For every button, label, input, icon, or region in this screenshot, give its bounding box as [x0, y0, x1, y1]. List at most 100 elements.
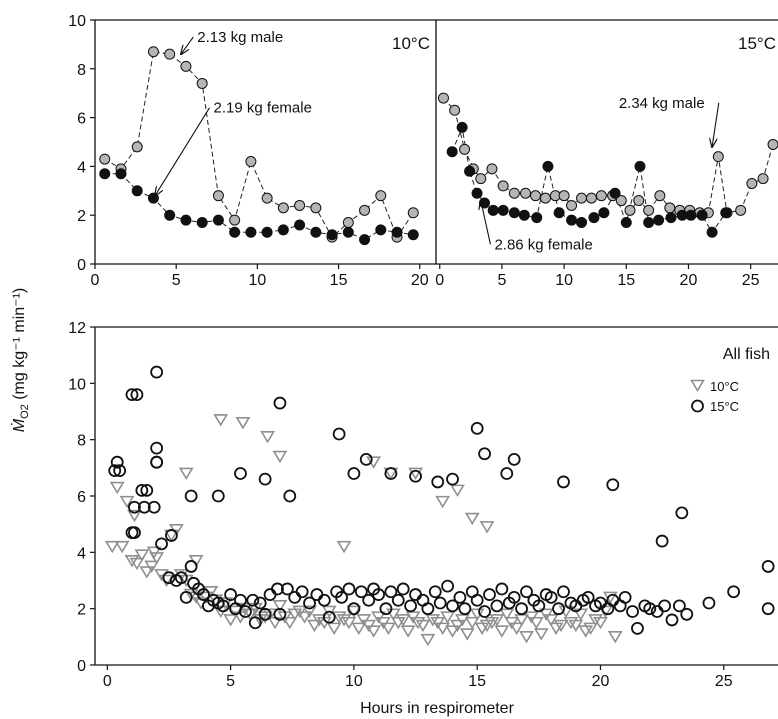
circle-point-15c — [703, 598, 714, 609]
triangle-point-10c — [262, 432, 274, 442]
circle-point-15c — [274, 398, 285, 409]
y-tick-label: 10 — [68, 376, 86, 393]
data-point-black — [721, 208, 731, 218]
data-point-gray — [768, 139, 778, 149]
circle-point-15c — [676, 507, 687, 518]
data-point-black — [343, 227, 353, 237]
data-point-black — [621, 218, 631, 228]
x-tick-label: 10 — [555, 272, 573, 289]
y-tick-label: 4 — [77, 545, 86, 562]
circle-point-15c — [516, 603, 527, 614]
data-point-gray — [376, 191, 386, 201]
circle-point-15c — [430, 586, 441, 597]
data-point-black — [567, 215, 577, 225]
y-axis-label-units: (mg kg⁻¹ min⁻¹) — [11, 288, 28, 404]
triangle-point-10c — [481, 522, 493, 532]
circle-point-15c — [422, 603, 433, 614]
circle-point-15c — [284, 491, 295, 502]
circle-point-15c — [484, 589, 495, 600]
circle-point-15c — [186, 491, 197, 502]
circle-point-15c — [553, 603, 564, 614]
y-axis-label-symbol: Ṁ — [9, 418, 28, 432]
y-tick-label: 6 — [77, 489, 86, 506]
data-point-black — [148, 193, 158, 203]
data-point-black — [697, 210, 707, 220]
panel-all-fish: All fish 10°C 15°C 0 5 10 15 20 25024681012 — [68, 320, 778, 690]
data-point-black — [262, 227, 272, 237]
triangle-point-10c — [141, 567, 153, 577]
panel-label-all-fish: All fish — [723, 346, 770, 363]
triangle-point-10c — [461, 629, 473, 639]
x-tick-label: 15 — [617, 272, 635, 289]
triangle-point-10c — [338, 542, 350, 552]
data-point-black — [392, 227, 402, 237]
circle-point-15c — [728, 586, 739, 597]
y-tick-label: 0 — [77, 257, 86, 274]
panel-10c-top: 10°C 0 5 10 15 2002468102.13 kg male2.19 kg … — [68, 13, 436, 289]
data-point-gray — [230, 215, 240, 225]
data-point-black — [707, 227, 717, 237]
data-point-gray — [596, 191, 606, 201]
triangle-point-10c — [520, 632, 532, 642]
circle-point-15c — [405, 600, 416, 611]
x-tick-label: 20 — [680, 272, 698, 289]
circle-point-15c — [398, 583, 409, 594]
circle-point-15c — [151, 443, 162, 454]
data-point-gray — [213, 191, 223, 201]
circle-point-15c — [657, 536, 668, 547]
circle-point-15c — [186, 561, 197, 572]
legend-circle-marker — [692, 401, 703, 412]
data-point-gray — [148, 47, 158, 57]
circle-point-15c — [632, 623, 643, 634]
circle-point-15c — [410, 471, 421, 482]
data-point-gray — [540, 193, 550, 203]
data-point-gray — [295, 200, 305, 210]
data-point-gray — [311, 203, 321, 213]
triangle-point-10c — [402, 626, 414, 636]
data-point-black — [610, 188, 620, 198]
data-point-black — [472, 188, 482, 198]
y-tick-label: 2 — [77, 208, 86, 225]
x-tick-label: 15 — [330, 272, 348, 289]
triangle-point-10c — [215, 415, 227, 425]
data-point-black — [457, 122, 467, 132]
x-tick-label: 5 — [497, 272, 506, 289]
triangle-point-10c — [328, 623, 340, 633]
data-point-black — [295, 220, 305, 230]
circle-point-15c — [607, 479, 618, 490]
triangle-point-10c — [111, 483, 123, 493]
x-tick-label: 5 — [226, 673, 235, 690]
data-point-black — [278, 225, 288, 235]
circle-point-15c — [334, 429, 345, 440]
annotation-label: 2.86 kg female — [494, 236, 592, 253]
y-tick-label: 6 — [77, 111, 86, 128]
triangle-point-10c — [451, 485, 463, 495]
data-point-gray — [438, 93, 448, 103]
x-tick-label: 0 — [103, 673, 112, 690]
circle-point-15c — [432, 476, 443, 487]
data-point-gray — [530, 191, 540, 201]
circle-point-15c — [393, 595, 404, 606]
circle-point-15c — [496, 583, 507, 594]
y-tick-label: 8 — [77, 62, 86, 79]
circle-point-15c — [620, 592, 631, 603]
triangle-point-10c — [437, 497, 449, 507]
x-tick-label: 0 — [435, 272, 444, 289]
y-axis-label-subscript: O2 — [19, 404, 31, 419]
data-point-gray — [577, 193, 587, 203]
data-point-gray — [567, 200, 577, 210]
circle-point-15c — [459, 603, 470, 614]
data-point-gray — [498, 181, 508, 191]
data-point-gray — [758, 174, 768, 184]
circle-point-15c — [435, 598, 446, 609]
legend-triangle-marker — [692, 381, 704, 391]
legend-label-15c: 15°C — [710, 399, 739, 414]
circle-point-15c — [410, 589, 421, 600]
data-point-gray — [181, 61, 191, 71]
data-point-black — [644, 218, 654, 228]
x-tick-label: 20 — [411, 272, 429, 289]
circle-point-15c — [151, 457, 162, 468]
y-tick-label: 12 — [68, 320, 86, 337]
data-point-black — [213, 215, 223, 225]
x-tick-label: 25 — [742, 272, 760, 289]
